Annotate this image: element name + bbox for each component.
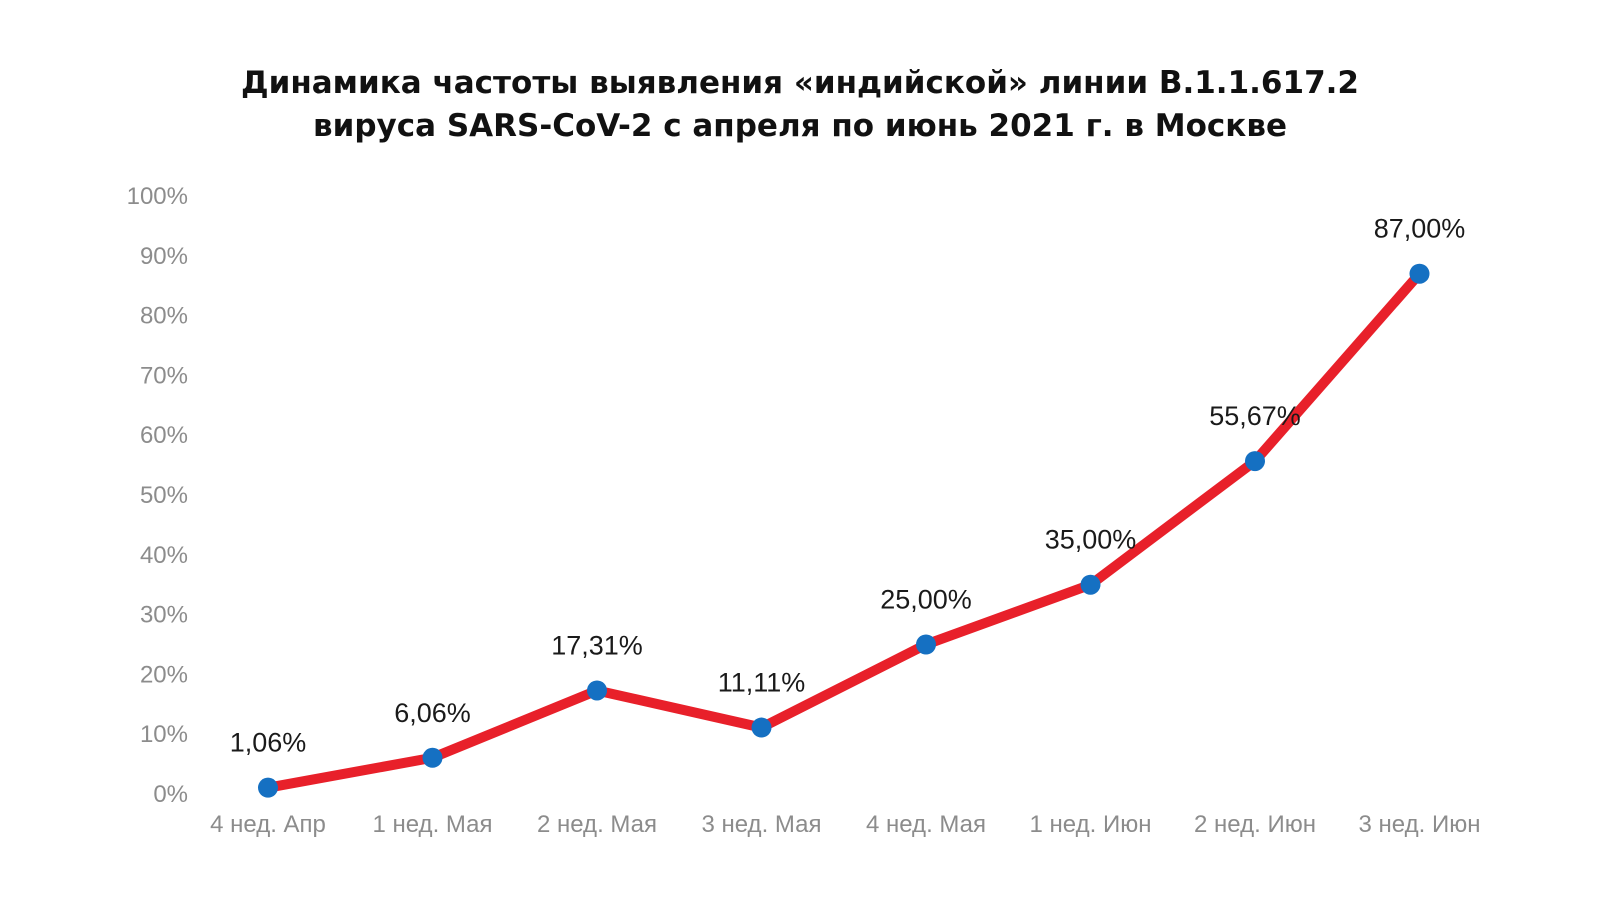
data-label: 87,00% bbox=[1374, 214, 1466, 244]
y-tick-label: 20% bbox=[140, 661, 188, 688]
series-line-group bbox=[263, 268, 1425, 793]
x-tick-label: 2 нед. Июн bbox=[1194, 811, 1316, 838]
x-tick-label: 1 нед. Мая bbox=[372, 811, 492, 838]
data-point bbox=[1245, 451, 1265, 472]
data-label: 6,06% bbox=[394, 698, 471, 728]
y-tick-label: 10% bbox=[140, 721, 188, 748]
data-point bbox=[258, 777, 278, 798]
x-tick-label: 2 нед. Мая bbox=[537, 811, 657, 838]
markers-group bbox=[258, 263, 1430, 798]
y-tick-label: 60% bbox=[140, 422, 188, 449]
data-point bbox=[1409, 263, 1430, 284]
data-label: 55,67% bbox=[1209, 401, 1301, 431]
data-point bbox=[751, 717, 772, 738]
data-point bbox=[916, 634, 936, 655]
data-point bbox=[422, 747, 443, 768]
chart-title-line-1: Динамика частоты выявления «индийской» л… bbox=[241, 65, 1359, 101]
y-tick-label: 30% bbox=[140, 602, 188, 629]
y-tick-label: 40% bbox=[140, 542, 188, 569]
y-tick-label: 100% bbox=[127, 183, 188, 210]
y-tick-label: 80% bbox=[140, 303, 188, 330]
y-tick-label: 50% bbox=[140, 482, 188, 509]
data-label: 25,00% bbox=[880, 585, 972, 615]
data-point bbox=[587, 680, 607, 701]
series-line bbox=[263, 268, 1425, 793]
x-tick-label: 3 нед. Мая bbox=[701, 811, 821, 838]
data-labels-group: 1,06% 6,06% 17,31% 11,11% 25,00% 35,00% 55,67%… bbox=[230, 214, 1466, 758]
chart-title-line-2: вируса SARS-CoV-2 с апреля по июнь 2021 … bbox=[313, 108, 1287, 144]
y-tick-label: 90% bbox=[140, 243, 188, 270]
x-axis-labels: 4 нед. Апр 1 нед. Мая 2 нед. Мая 3 нед. Мая… bbox=[210, 811, 1480, 838]
data-label: 17,31% bbox=[551, 630, 643, 660]
data-label: 1,06% bbox=[230, 728, 307, 758]
data-label: 35,00% bbox=[1045, 525, 1137, 555]
x-tick-label: 1 нед. Июн bbox=[1030, 811, 1152, 838]
x-tick-label: 3 нед. Июн bbox=[1359, 811, 1481, 838]
x-tick-label: 4 нед. Апр bbox=[210, 811, 326, 838]
chart-title: Динамика частоты выявления «индийской» л… bbox=[0, 62, 1600, 148]
y-axis-labels: 0% 10% 20% 30% 40% 50% 60% 70% 80% 90% 100% bbox=[127, 183, 188, 808]
data-label: 11,11% bbox=[718, 668, 806, 698]
y-tick-label: 0% bbox=[153, 781, 188, 808]
data-point bbox=[1080, 574, 1101, 595]
y-tick-label: 70% bbox=[140, 362, 188, 389]
x-tick-label: 4 нед. Мая bbox=[866, 811, 986, 838]
